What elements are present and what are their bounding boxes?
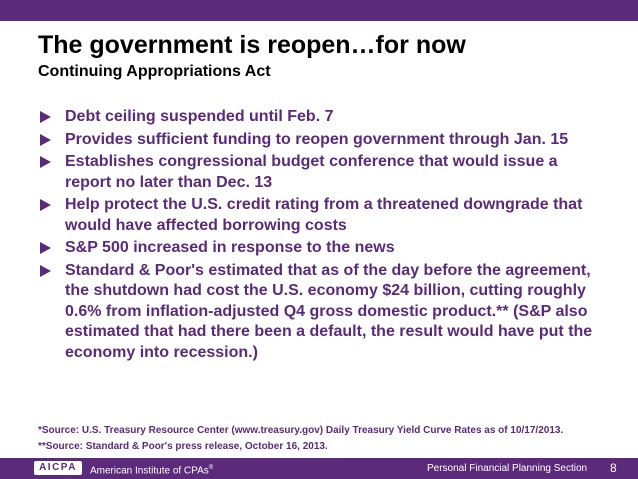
triangle-right-icon [40, 133, 51, 146]
org-name: American Institute of CPAs® [90, 462, 213, 477]
bullet-item: Provides sufficient funding to reopen go… [38, 130, 608, 151]
bullet-item: Standard & Poor's estimated that as of t… [38, 261, 608, 364]
bullet-item: S&P 500 increased in response to the new… [38, 238, 608, 259]
section-name: Personal Financial Planning Section [427, 463, 588, 474]
org-name-text: American Institute of CPAs [90, 465, 209, 477]
triangle-right-icon [40, 242, 51, 254]
footnotes: *Source: U.S. Treasury Resource Center (… [38, 423, 618, 455]
triangle-right-icon [40, 264, 51, 277]
page-number: 8 [610, 461, 617, 475]
bullet-text: S&P 500 increased in response to the new… [65, 239, 395, 256]
footnote-source-treasury: *Source: U.S. Treasury Resource Center (… [38, 425, 564, 436]
bullet-list: Debt ceiling suspended until Feb. 7 Prov… [38, 107, 608, 365]
registered-mark: ® [208, 465, 214, 471]
bullet-text: Standard & Poor's estimated that as of t… [65, 261, 593, 361]
bullet-item: Debt ceiling suspended until Feb. 7 [38, 107, 608, 128]
slide-title: The government is reopen…for now [38, 31, 466, 59]
aicpa-logo: AICPA [34, 461, 82, 475]
triangle-right-icon [40, 156, 51, 168]
slide-subtitle: Continuing Appropriations Act [38, 63, 271, 80]
triangle-right-icon [40, 199, 51, 211]
bullet-text: Debt ceiling suspended until Feb. 7 [65, 108, 334, 125]
footer-bar: AICPA American Institute of CPAs® Person… [0, 458, 638, 479]
top-accent-bar [0, 0, 638, 21]
bullet-item: Help protect the U.S. credit rating from… [38, 195, 608, 236]
triangle-right-icon [40, 111, 51, 123]
footnote-source-sp: **Source: Standard & Poor's press releas… [38, 441, 328, 452]
bullet-text: Establishes congressional budget confere… [65, 153, 558, 191]
bullet-item: Establishes congressional budget confere… [38, 152, 608, 193]
bullet-text: Help protect the U.S. credit rating from… [65, 196, 583, 234]
bullet-text: Provides sufficient funding to reopen go… [65, 130, 569, 148]
